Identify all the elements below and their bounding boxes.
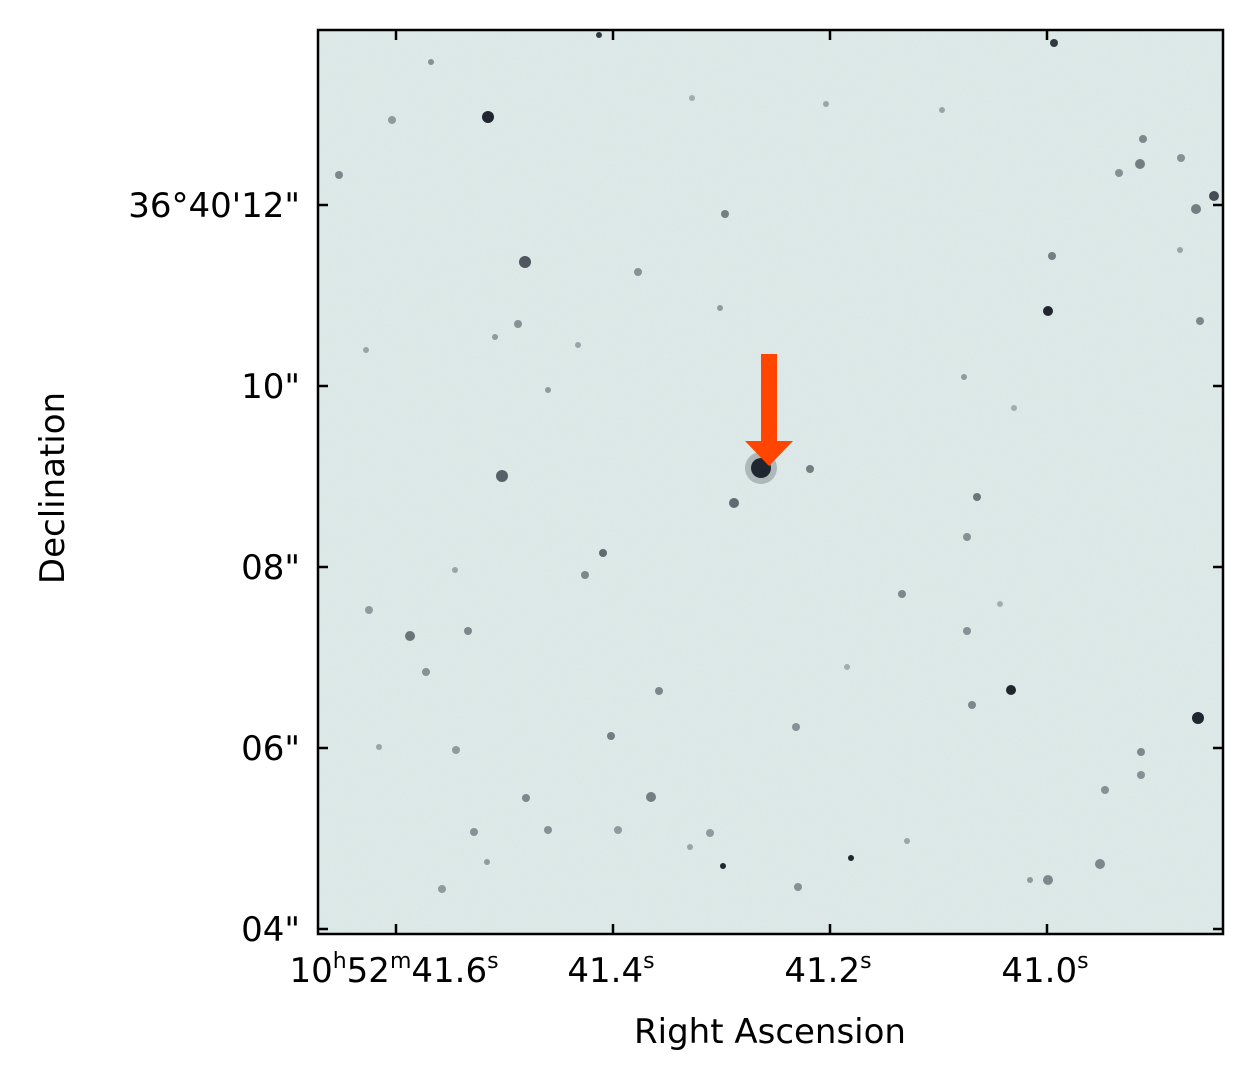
sky-noise xyxy=(318,30,1223,934)
star xyxy=(599,549,607,557)
star xyxy=(1177,247,1183,253)
x-tick-label: 41.2s xyxy=(784,949,871,991)
y-tick-labels: 36°40'12" 10" 08" 06" 04" xyxy=(128,186,300,950)
star xyxy=(607,732,615,740)
ra-seconds: 41.6 xyxy=(411,951,487,991)
ra-minutes: 52 xyxy=(347,951,390,991)
star xyxy=(1048,252,1056,260)
star xyxy=(1011,405,1017,411)
y-tick-label: 10" xyxy=(241,367,300,407)
star xyxy=(1095,859,1105,869)
ra-hours: 10 xyxy=(289,951,332,991)
star xyxy=(1043,875,1053,885)
star xyxy=(1192,712,1204,724)
star xyxy=(751,458,771,478)
y-tick-label: 06" xyxy=(241,729,300,769)
star xyxy=(792,723,800,731)
star xyxy=(721,210,729,218)
star xyxy=(717,305,723,311)
star xyxy=(961,374,967,380)
star xyxy=(848,855,854,861)
star xyxy=(1043,306,1053,316)
star xyxy=(1027,877,1033,883)
star xyxy=(963,627,971,635)
star xyxy=(689,95,695,101)
star xyxy=(968,701,976,709)
star xyxy=(514,320,522,328)
star xyxy=(482,111,494,123)
star xyxy=(1177,154,1185,162)
star xyxy=(581,571,589,579)
star xyxy=(452,746,460,754)
star-field xyxy=(335,32,1219,893)
star xyxy=(522,794,530,802)
star xyxy=(1137,748,1145,756)
star xyxy=(614,826,622,834)
star xyxy=(363,347,369,353)
star xyxy=(823,101,829,107)
axis-ticks xyxy=(318,30,1223,934)
star xyxy=(596,32,602,38)
star xyxy=(544,826,552,834)
star xyxy=(335,171,343,179)
y-tick-label: 08" xyxy=(241,548,300,588)
x-axis-label: Right Ascension xyxy=(634,1012,906,1052)
star xyxy=(655,687,663,695)
target-arrow xyxy=(745,354,793,466)
star xyxy=(634,268,642,276)
star xyxy=(1101,786,1109,794)
star xyxy=(405,631,415,641)
star xyxy=(545,387,551,393)
star xyxy=(1191,204,1201,214)
y-axis-label: Declination xyxy=(33,392,73,584)
star xyxy=(1209,191,1219,201)
star xyxy=(496,470,508,482)
star xyxy=(939,107,945,113)
star xyxy=(470,828,478,836)
star xyxy=(806,465,814,473)
star xyxy=(376,744,382,750)
x-tick-label-ra-full: 10h52m41.6s xyxy=(289,949,498,991)
star xyxy=(492,334,498,340)
star xyxy=(706,829,714,837)
x-tick-label: 41.4s xyxy=(567,949,654,991)
y-tick-label: 36°40'12" xyxy=(128,186,300,226)
x-tick-labels: 10h52m41.6s 41.4s 41.2s 41.0s xyxy=(289,949,1088,991)
star xyxy=(452,567,458,573)
x-tick-label: 41.0s xyxy=(1001,949,1088,991)
star xyxy=(1050,39,1058,47)
star xyxy=(1135,159,1145,169)
star xyxy=(997,601,1003,607)
y-tick-label: 04" xyxy=(241,910,300,950)
star xyxy=(422,668,430,676)
star xyxy=(1115,169,1123,177)
star xyxy=(963,533,971,541)
star xyxy=(729,498,739,508)
star xyxy=(794,883,802,891)
star xyxy=(464,627,472,635)
sky-image xyxy=(318,30,1223,934)
star xyxy=(646,792,656,802)
star xyxy=(1196,317,1204,325)
star xyxy=(844,664,850,670)
star xyxy=(365,606,373,614)
star xyxy=(388,116,396,124)
star xyxy=(519,256,531,268)
star xyxy=(1006,685,1016,695)
star xyxy=(1137,771,1145,779)
star xyxy=(428,59,434,65)
star xyxy=(904,838,910,844)
star xyxy=(687,844,693,850)
star xyxy=(484,859,490,865)
star xyxy=(720,863,726,869)
plot-frame xyxy=(316,28,1225,936)
star xyxy=(438,885,446,893)
star xyxy=(898,590,906,598)
star xyxy=(575,342,581,348)
star xyxy=(1139,135,1147,143)
star xyxy=(973,493,981,501)
